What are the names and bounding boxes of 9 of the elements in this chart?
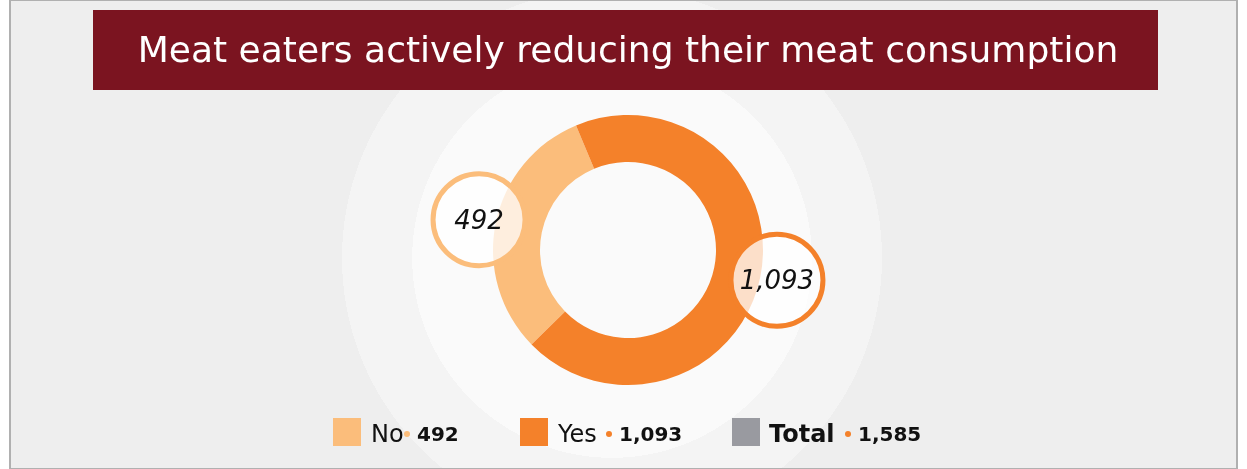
legend-label: No bbox=[371, 420, 404, 448]
data-label: 492 bbox=[454, 204, 504, 235]
legend-label: Yes bbox=[557, 420, 597, 448]
chart-title: Meat eaters actively reducing their meat consumption bbox=[137, 29, 1119, 70]
text: Total bbox=[769, 420, 835, 448]
text: 492 bbox=[417, 422, 459, 446]
data-label: 1,093 bbox=[739, 265, 815, 296]
text: 1,585 bbox=[858, 422, 922, 446]
text: 1,093 bbox=[619, 422, 683, 446]
